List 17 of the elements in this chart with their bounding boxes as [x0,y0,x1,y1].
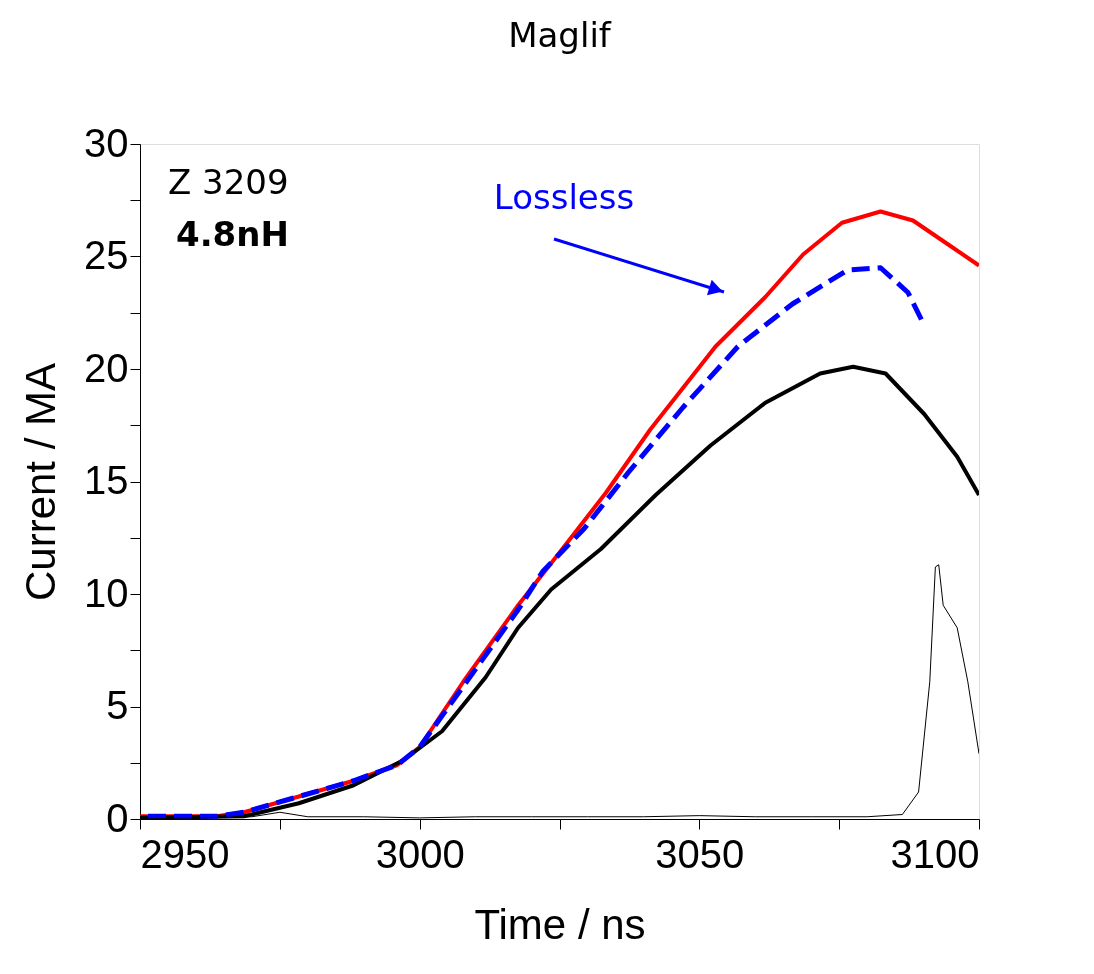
y-tick-label: 15 [84,458,129,502]
x-tick-label: 2950 [140,831,230,876]
y-tick-label: 0 [106,795,129,840]
y-tick-label: 25 [84,233,129,277]
y-tick-label: 20 [84,345,129,390]
annotation: Z 3209 [168,162,289,202]
chart-title: Maglif [508,15,612,55]
x-tick-label: 3000 [375,831,465,876]
annotation: Lossless [493,177,635,217]
x-tick-label: 3050 [655,831,745,876]
x-axis-title: Time / ns [474,900,646,948]
y-tick-label: 5 [106,683,129,727]
x-tick-label: 3100 [890,831,980,876]
y-tick-label: 10 [84,570,129,615]
y-tick-label: 30 [84,120,129,165]
y-axis-title: Current / MA [17,362,65,602]
annotation: 4.8nH [176,214,289,254]
